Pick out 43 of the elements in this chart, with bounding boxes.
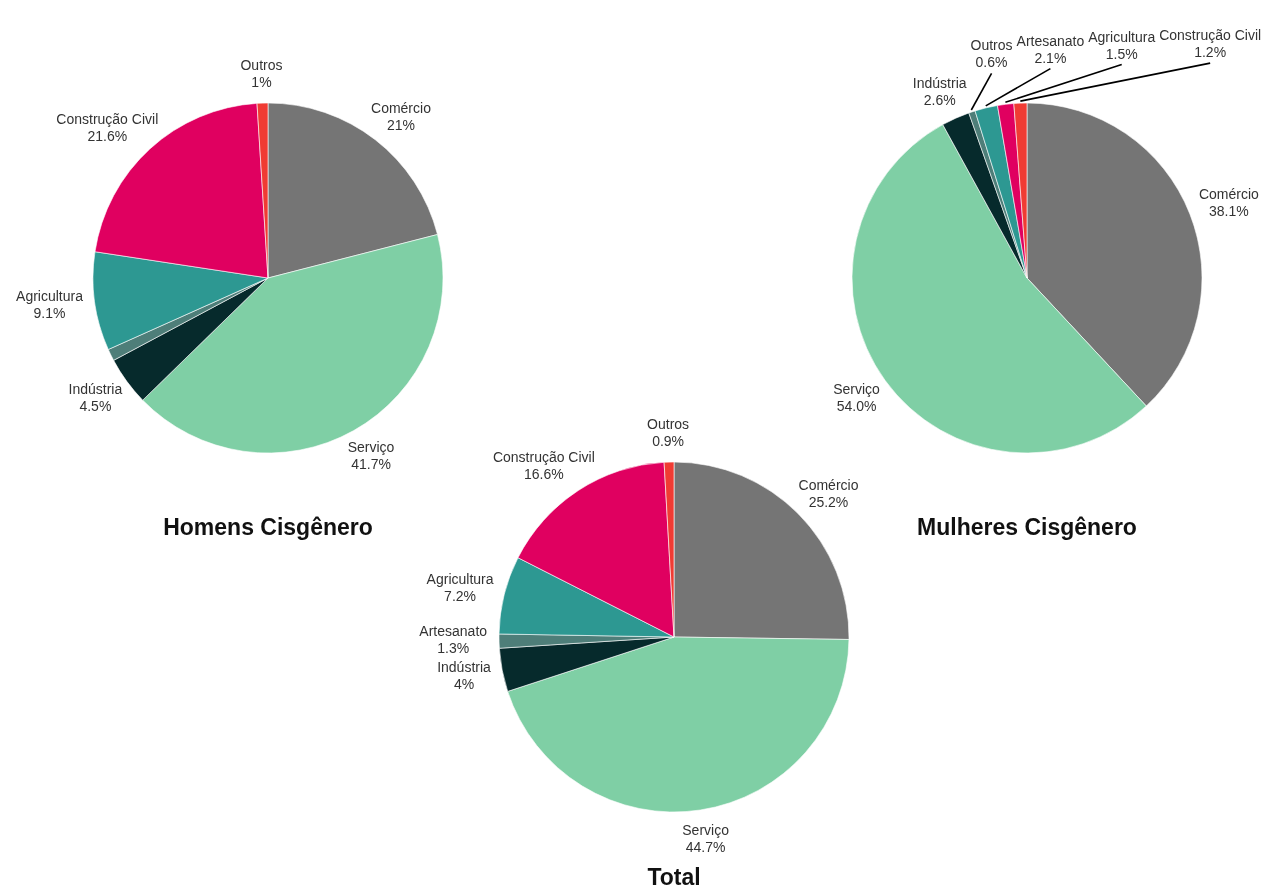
data-label: 1.3% — [437, 639, 470, 656]
slice-label: Indústria — [912, 74, 967, 91]
slice-label: Outros — [647, 416, 690, 433]
slice-label: Agricultura — [426, 570, 494, 587]
slice-label: Agricultura — [16, 288, 84, 305]
data-label: 25.2% — [808, 493, 849, 510]
slice-label: Construção Civil — [492, 449, 595, 466]
data-label: 1% — [251, 74, 272, 91]
data-label: 16.6% — [524, 466, 564, 483]
data-label: 21% — [386, 116, 415, 133]
slice-label: Serviço — [347, 438, 395, 455]
slice-label: Comércio — [1198, 186, 1260, 203]
slice-label: Comércio — [371, 99, 432, 116]
slice-label: Artesanato — [1016, 32, 1085, 49]
data-label: 0.9% — [652, 433, 685, 450]
text: Mulheres Cisgênero — [917, 514, 1137, 540]
slice-label: Construção Civil — [56, 110, 159, 127]
slice-label: Serviço — [682, 821, 730, 838]
text: Total — [647, 864, 701, 888]
data-label: 38.1% — [1209, 203, 1249, 220]
data-label: 7.2% — [444, 587, 477, 604]
data-label: 1.2% — [1194, 44, 1227, 61]
slice-label: Outros — [240, 57, 283, 74]
data-label: 4% — [453, 675, 475, 692]
data-label: 0.6% — [975, 54, 1008, 71]
data-label: 9.1% — [33, 305, 66, 322]
data-label: 54.0% — [836, 397, 877, 414]
data-label: 41.7% — [351, 455, 391, 472]
slice-label: Outros — [970, 37, 1013, 54]
text: Homens Cisgênero — [163, 514, 373, 540]
data-label: 4.5% — [79, 398, 112, 415]
slice-label: Construção Civil — [1159, 27, 1262, 44]
slice-label: Indústria — [437, 658, 492, 675]
slice-label: Comércio — [798, 476, 859, 493]
slice-label: Indústria — [68, 381, 123, 398]
data-label: 44.7% — [685, 838, 726, 855]
data-label: 2.1% — [1034, 49, 1067, 66]
slice-label: Serviço — [833, 380, 881, 397]
slice-label: Agricultura — [1088, 28, 1156, 45]
slice-label: Artesanato — [419, 622, 488, 639]
data-label: 2.6% — [923, 91, 956, 108]
data-label: 1.5% — [1105, 45, 1138, 62]
data-label: 21.6% — [87, 127, 128, 144]
